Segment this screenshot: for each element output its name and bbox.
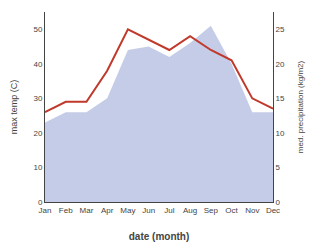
- svg-text:Apr: Apr: [101, 206, 114, 215]
- svg-text:Feb: Feb: [59, 206, 73, 215]
- svg-text:Jan: Jan: [39, 206, 52, 215]
- svg-text:date (month): date (month): [129, 231, 190, 242]
- svg-text:5: 5: [276, 163, 281, 172]
- svg-text:20: 20: [276, 60, 285, 69]
- svg-text:Jun: Jun: [142, 206, 155, 215]
- svg-text:May: May: [120, 206, 135, 215]
- svg-text:Dec: Dec: [266, 206, 280, 215]
- svg-text:med. precipitation (kg/m2): med. precipitation (kg/m2): [296, 60, 305, 153]
- svg-text:20: 20: [33, 129, 42, 138]
- svg-text:Mar: Mar: [80, 206, 94, 215]
- svg-text:Sep: Sep: [204, 206, 219, 215]
- svg-text:Oct: Oct: [225, 206, 238, 215]
- svg-text:30: 30: [33, 94, 42, 103]
- svg-text:Aug: Aug: [183, 206, 197, 215]
- svg-text:25: 25: [276, 25, 285, 34]
- svg-text:15: 15: [276, 94, 285, 103]
- svg-text:50: 50: [33, 25, 42, 34]
- svg-text:10: 10: [33, 163, 42, 172]
- svg-text:max temp (C): max temp (C): [9, 80, 19, 135]
- svg-text:10: 10: [276, 129, 285, 138]
- svg-text:40: 40: [33, 60, 42, 69]
- svg-text:Nov: Nov: [245, 206, 259, 215]
- svg-text:0: 0: [38, 198, 43, 207]
- svg-text:Jul: Jul: [164, 206, 174, 215]
- svg-text:0: 0: [276, 198, 281, 207]
